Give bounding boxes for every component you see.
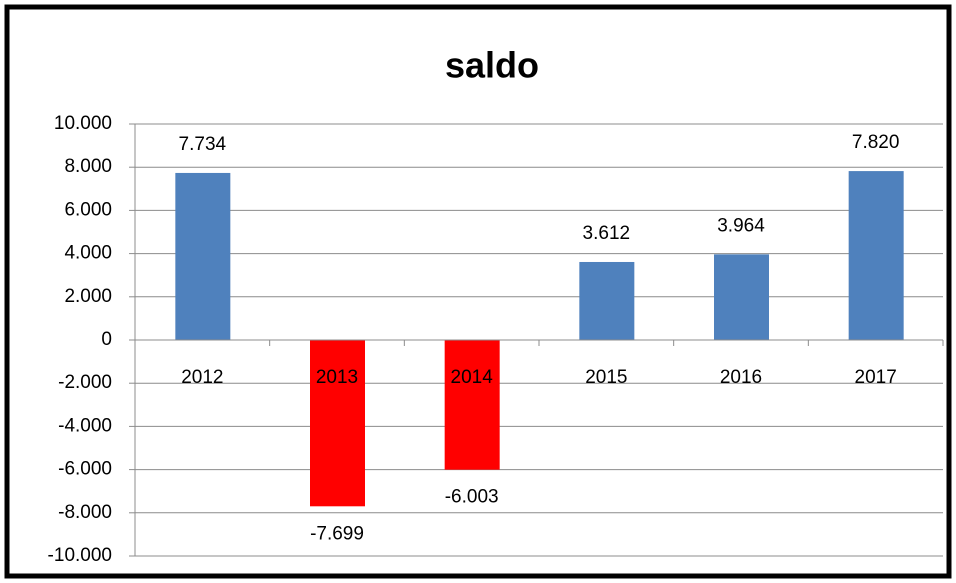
y-tick-label: -2.000 [58,372,112,393]
x-tick-label: 2015 [585,367,627,388]
x-tick-label: 2012 [181,367,223,388]
y-tick-label: 8.000 [64,156,112,177]
chart-border [4,4,952,579]
bar [848,171,904,340]
y-tick-label: 2.000 [64,286,112,307]
bar [175,172,231,340]
bar [310,340,365,507]
y-tick-label: 4.000 [64,243,112,264]
y-tick-label: -4.000 [58,415,112,436]
value-label: 3.612 [583,223,631,244]
x-tick-label: 2017 [855,367,897,388]
y-tick-label: 10.000 [54,113,112,134]
bar [714,254,769,340]
bar [444,340,500,470]
value-label: 7.820 [852,132,900,153]
y-tick-label: -10.000 [48,545,112,566]
value-label: -7.699 [310,523,364,544]
x-tick-label: 2014 [451,367,494,388]
value-label: 3.964 [717,215,765,236]
value-label: -6.003 [445,487,499,508]
y-tick-label: 6.000 [64,199,112,220]
x-tick-label: 2016 [720,367,762,388]
value-label: 7.734 [179,134,227,155]
chart-title: saldo [445,45,539,86]
bar [579,261,635,340]
y-tick-label: -6.000 [58,459,112,480]
x-tick-label: 2013 [316,367,358,388]
y-tick-label: -8.000 [58,502,112,523]
y-tick-label: 0 [101,329,112,350]
